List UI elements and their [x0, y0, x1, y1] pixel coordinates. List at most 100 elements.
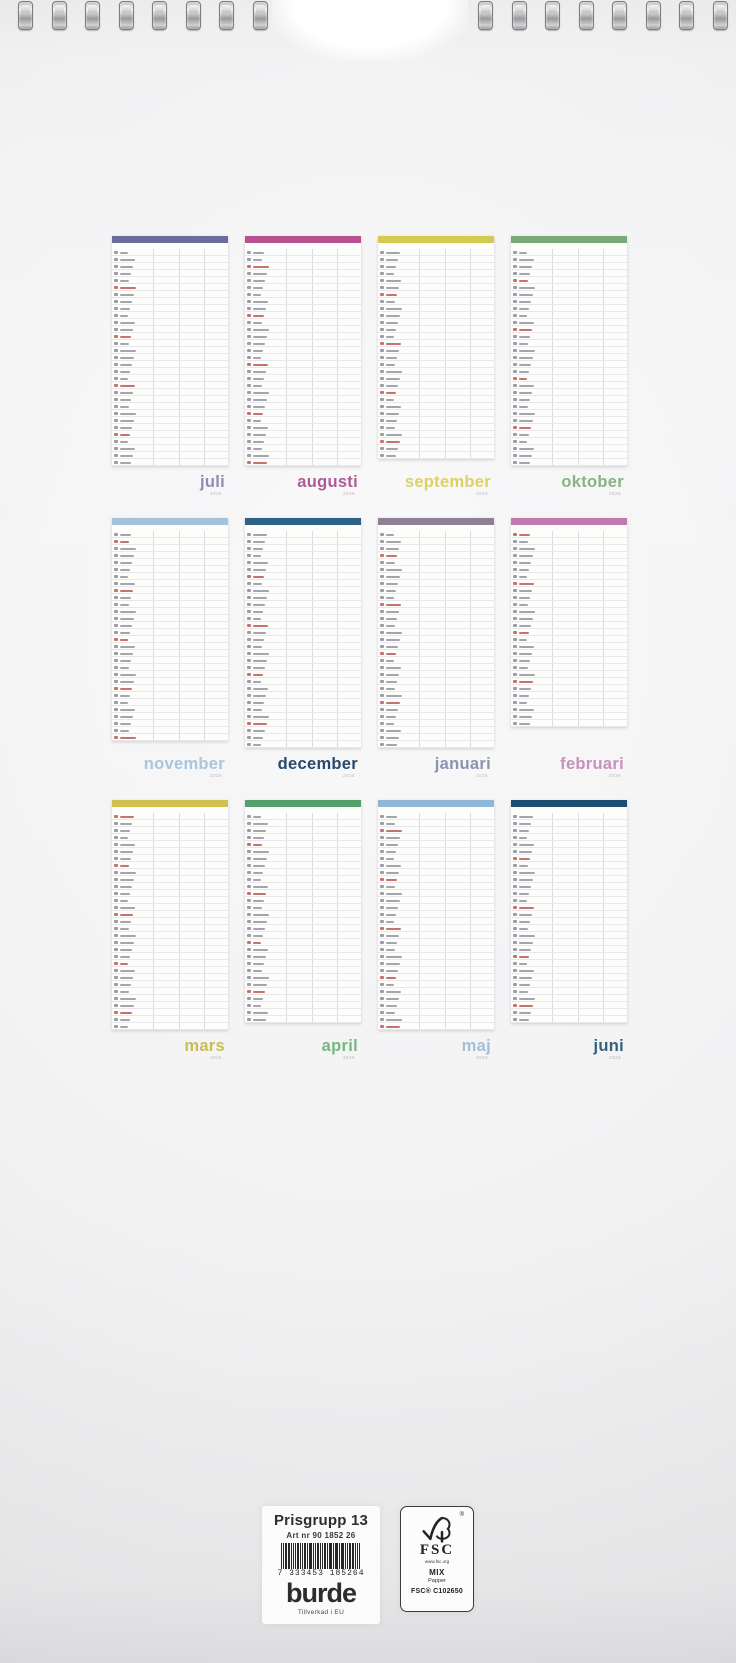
day-row [378, 559, 494, 566]
day-row [511, 403, 627, 410]
day-row [112, 657, 228, 664]
day-row [511, 347, 627, 354]
day-row [112, 855, 228, 862]
month-color-bar [378, 518, 494, 525]
day-row [511, 326, 627, 333]
day-row [112, 361, 228, 368]
day-row [112, 925, 228, 932]
day-row [378, 452, 494, 459]
day-row [511, 389, 627, 396]
day-row [378, 827, 494, 834]
wire-loop [679, 1, 694, 30]
day-row [112, 862, 228, 869]
day-row [112, 911, 228, 918]
day-row [511, 382, 627, 389]
day-row [245, 431, 361, 438]
day-row [245, 417, 361, 424]
day-row [112, 813, 228, 820]
month-name: april [321, 1037, 358, 1055]
day-row [112, 869, 228, 876]
barcode-bar [352, 1543, 354, 1569]
day-row [511, 939, 627, 946]
day-row [112, 904, 228, 911]
day-row [112, 953, 228, 960]
month-year: 2025 [608, 491, 621, 496]
month-thumbnail-oktober: oktober 2025 [511, 236, 627, 496]
day-row [112, 727, 228, 734]
day-row [511, 650, 627, 657]
day-row [245, 277, 361, 284]
day-row [112, 312, 228, 319]
day-row [511, 967, 627, 974]
day-row [378, 438, 494, 445]
day-row [511, 622, 627, 629]
day-row [511, 988, 627, 995]
day-row [378, 326, 494, 333]
day-row [378, 974, 494, 981]
barcode-bar [322, 1543, 323, 1569]
day-row [112, 1009, 228, 1016]
day-row [511, 918, 627, 925]
day-row [378, 890, 494, 897]
day-row [245, 876, 361, 883]
day-row [511, 298, 627, 305]
day-rows [245, 531, 361, 748]
day-row [378, 741, 494, 748]
day-row [378, 841, 494, 848]
day-row [245, 312, 361, 319]
wire-loop [152, 1, 167, 30]
month-thumbnail-november: november 2025 [112, 518, 228, 778]
month-year: 2025 [342, 773, 355, 778]
day-row [112, 650, 228, 657]
day-row [511, 1016, 627, 1023]
day-rows [112, 249, 228, 466]
day-row [245, 953, 361, 960]
day-row [245, 904, 361, 911]
day-row [378, 396, 494, 403]
day-row [378, 988, 494, 995]
month-name: augusti [297, 473, 358, 491]
day-row [378, 545, 494, 552]
barcode-bar [281, 1543, 282, 1569]
day-row [245, 939, 361, 946]
month-thumbnail-augusti: augusti 2025 [245, 236, 361, 496]
month-color-bar [112, 800, 228, 807]
day-row [378, 869, 494, 876]
day-row [245, 389, 361, 396]
day-row [245, 636, 361, 643]
day-row [245, 445, 361, 452]
day-row [112, 587, 228, 594]
day-row [245, 608, 361, 615]
day-row [112, 354, 228, 361]
day-row [245, 361, 361, 368]
day-rows [511, 531, 627, 727]
day-row [245, 918, 361, 925]
day-row [245, 601, 361, 608]
day-row [112, 291, 228, 298]
day-row [112, 706, 228, 713]
day-row [511, 699, 627, 706]
day-row [511, 1009, 627, 1016]
day-row [245, 403, 361, 410]
day-row [245, 862, 361, 869]
day-row [511, 1002, 627, 1009]
day-row [511, 820, 627, 827]
day-row [511, 587, 627, 594]
month-thumbnail-april: april 2026 [245, 800, 361, 1060]
month-year: 2026 [209, 1055, 222, 1060]
barcode-bar [329, 1543, 332, 1569]
day-row [378, 720, 494, 727]
barcode-bar [288, 1543, 290, 1569]
mini-calendar-page [511, 236, 627, 466]
mini-calendar-page [245, 800, 361, 1023]
day-row [245, 643, 361, 650]
day-row [378, 897, 494, 904]
day-row [511, 671, 627, 678]
barcode-bar [309, 1543, 312, 1569]
barcode-bar [357, 1543, 358, 1569]
fsc-wordmark: FSC [419, 1542, 455, 1558]
day-row [245, 452, 361, 459]
month-color-bar [245, 518, 361, 525]
day-row [245, 459, 361, 466]
